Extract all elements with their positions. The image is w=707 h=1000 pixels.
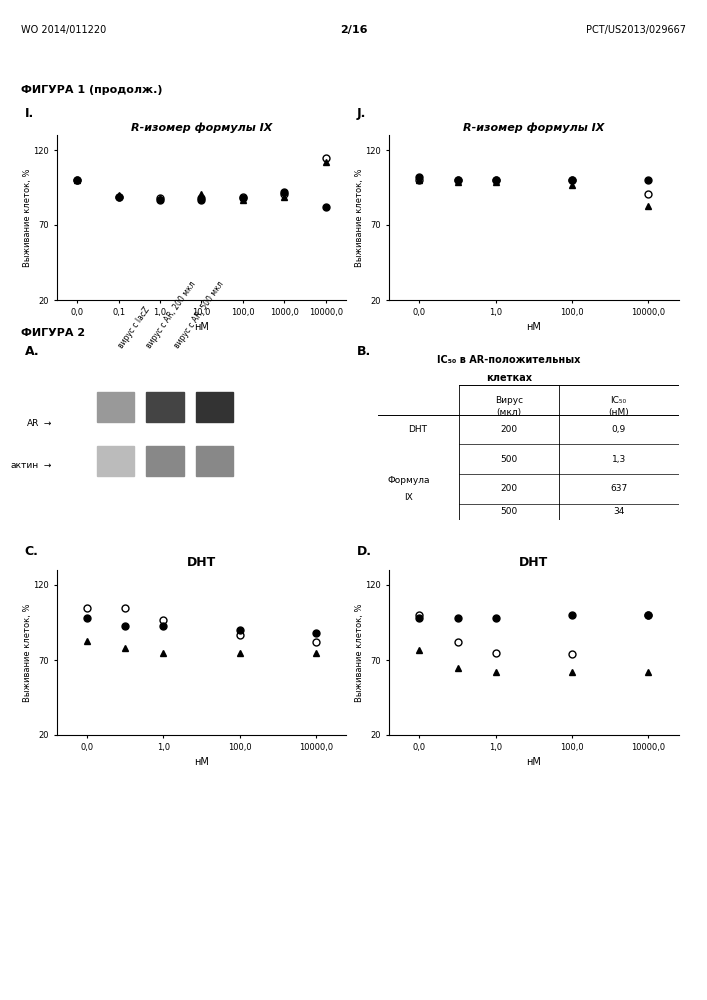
Y-axis label: Выживание клеток, %: Выживание клеток, % (23, 168, 32, 267)
Text: I.: I. (25, 107, 34, 120)
Text: 200: 200 (501, 425, 518, 434)
Text: актин: актин (11, 460, 39, 470)
X-axis label: нМ: нМ (526, 322, 542, 332)
Text: 2/16: 2/16 (340, 25, 367, 35)
Bar (146, 446, 184, 476)
Text: Вирус: Вирус (495, 396, 523, 405)
Bar (97, 446, 134, 476)
Y-axis label: Выживание клеток, %: Выживание клеток, % (23, 603, 32, 702)
X-axis label: нМ: нМ (526, 757, 542, 767)
Text: (мкл): (мкл) (496, 408, 522, 417)
Text: J.: J. (357, 107, 366, 120)
Text: 200: 200 (501, 484, 518, 493)
Text: AR: AR (26, 420, 39, 428)
Text: IC₅₀: IC₅₀ (611, 396, 626, 405)
Text: WO 2014/011220: WO 2014/011220 (21, 25, 107, 35)
Text: A.: A. (25, 345, 40, 358)
X-axis label: нМ: нМ (194, 757, 209, 767)
Text: B.: B. (357, 345, 371, 358)
Text: вирус с AR, 500 мкл: вирус с AR, 500 мкл (173, 280, 226, 350)
Text: вирус с lacZ: вирус с lacZ (117, 305, 151, 350)
Title: R-изомер формулы IX: R-изомер формулы IX (131, 122, 272, 133)
Text: IX: IX (404, 493, 413, 502)
Text: 0,9: 0,9 (612, 425, 626, 434)
Text: вирус с AR, 200 мкл: вирус с AR, 200 мкл (145, 280, 198, 350)
Bar (196, 446, 233, 476)
Text: →: → (41, 420, 52, 428)
Text: DHT: DHT (408, 425, 427, 434)
Title: R-изомер формулы IX: R-изомер формулы IX (463, 122, 604, 133)
Text: ФИГУРА 2: ФИГУРА 2 (21, 328, 86, 338)
Text: 500: 500 (501, 455, 518, 464)
Text: (нМ): (нМ) (608, 408, 629, 417)
Text: 637: 637 (610, 484, 627, 493)
Text: 34: 34 (613, 507, 624, 516)
Text: 1,3: 1,3 (612, 455, 626, 464)
Bar (196, 392, 233, 422)
Bar (146, 392, 184, 422)
Text: IC₅₀ в AR-положительных: IC₅₀ в AR-положительных (438, 355, 580, 365)
Text: D.: D. (357, 545, 372, 558)
Text: 500: 500 (501, 507, 518, 516)
Text: клетках: клетках (486, 373, 532, 383)
Title: DHT: DHT (187, 556, 216, 569)
Text: Формула: Формула (387, 476, 430, 485)
Y-axis label: Выживание клеток, %: Выживание клеток, % (355, 168, 364, 267)
X-axis label: нМ: нМ (194, 322, 209, 332)
Title: DHT: DHT (519, 556, 549, 569)
Text: C.: C. (25, 545, 39, 558)
Text: PCT/US2013/029667: PCT/US2013/029667 (586, 25, 686, 35)
Bar (97, 392, 134, 422)
Text: →: → (41, 460, 52, 470)
Text: ФИГУРА 1 (продолж.): ФИГУРА 1 (продолж.) (21, 85, 163, 95)
Y-axis label: Выживание клеток, %: Выживание клеток, % (355, 603, 364, 702)
